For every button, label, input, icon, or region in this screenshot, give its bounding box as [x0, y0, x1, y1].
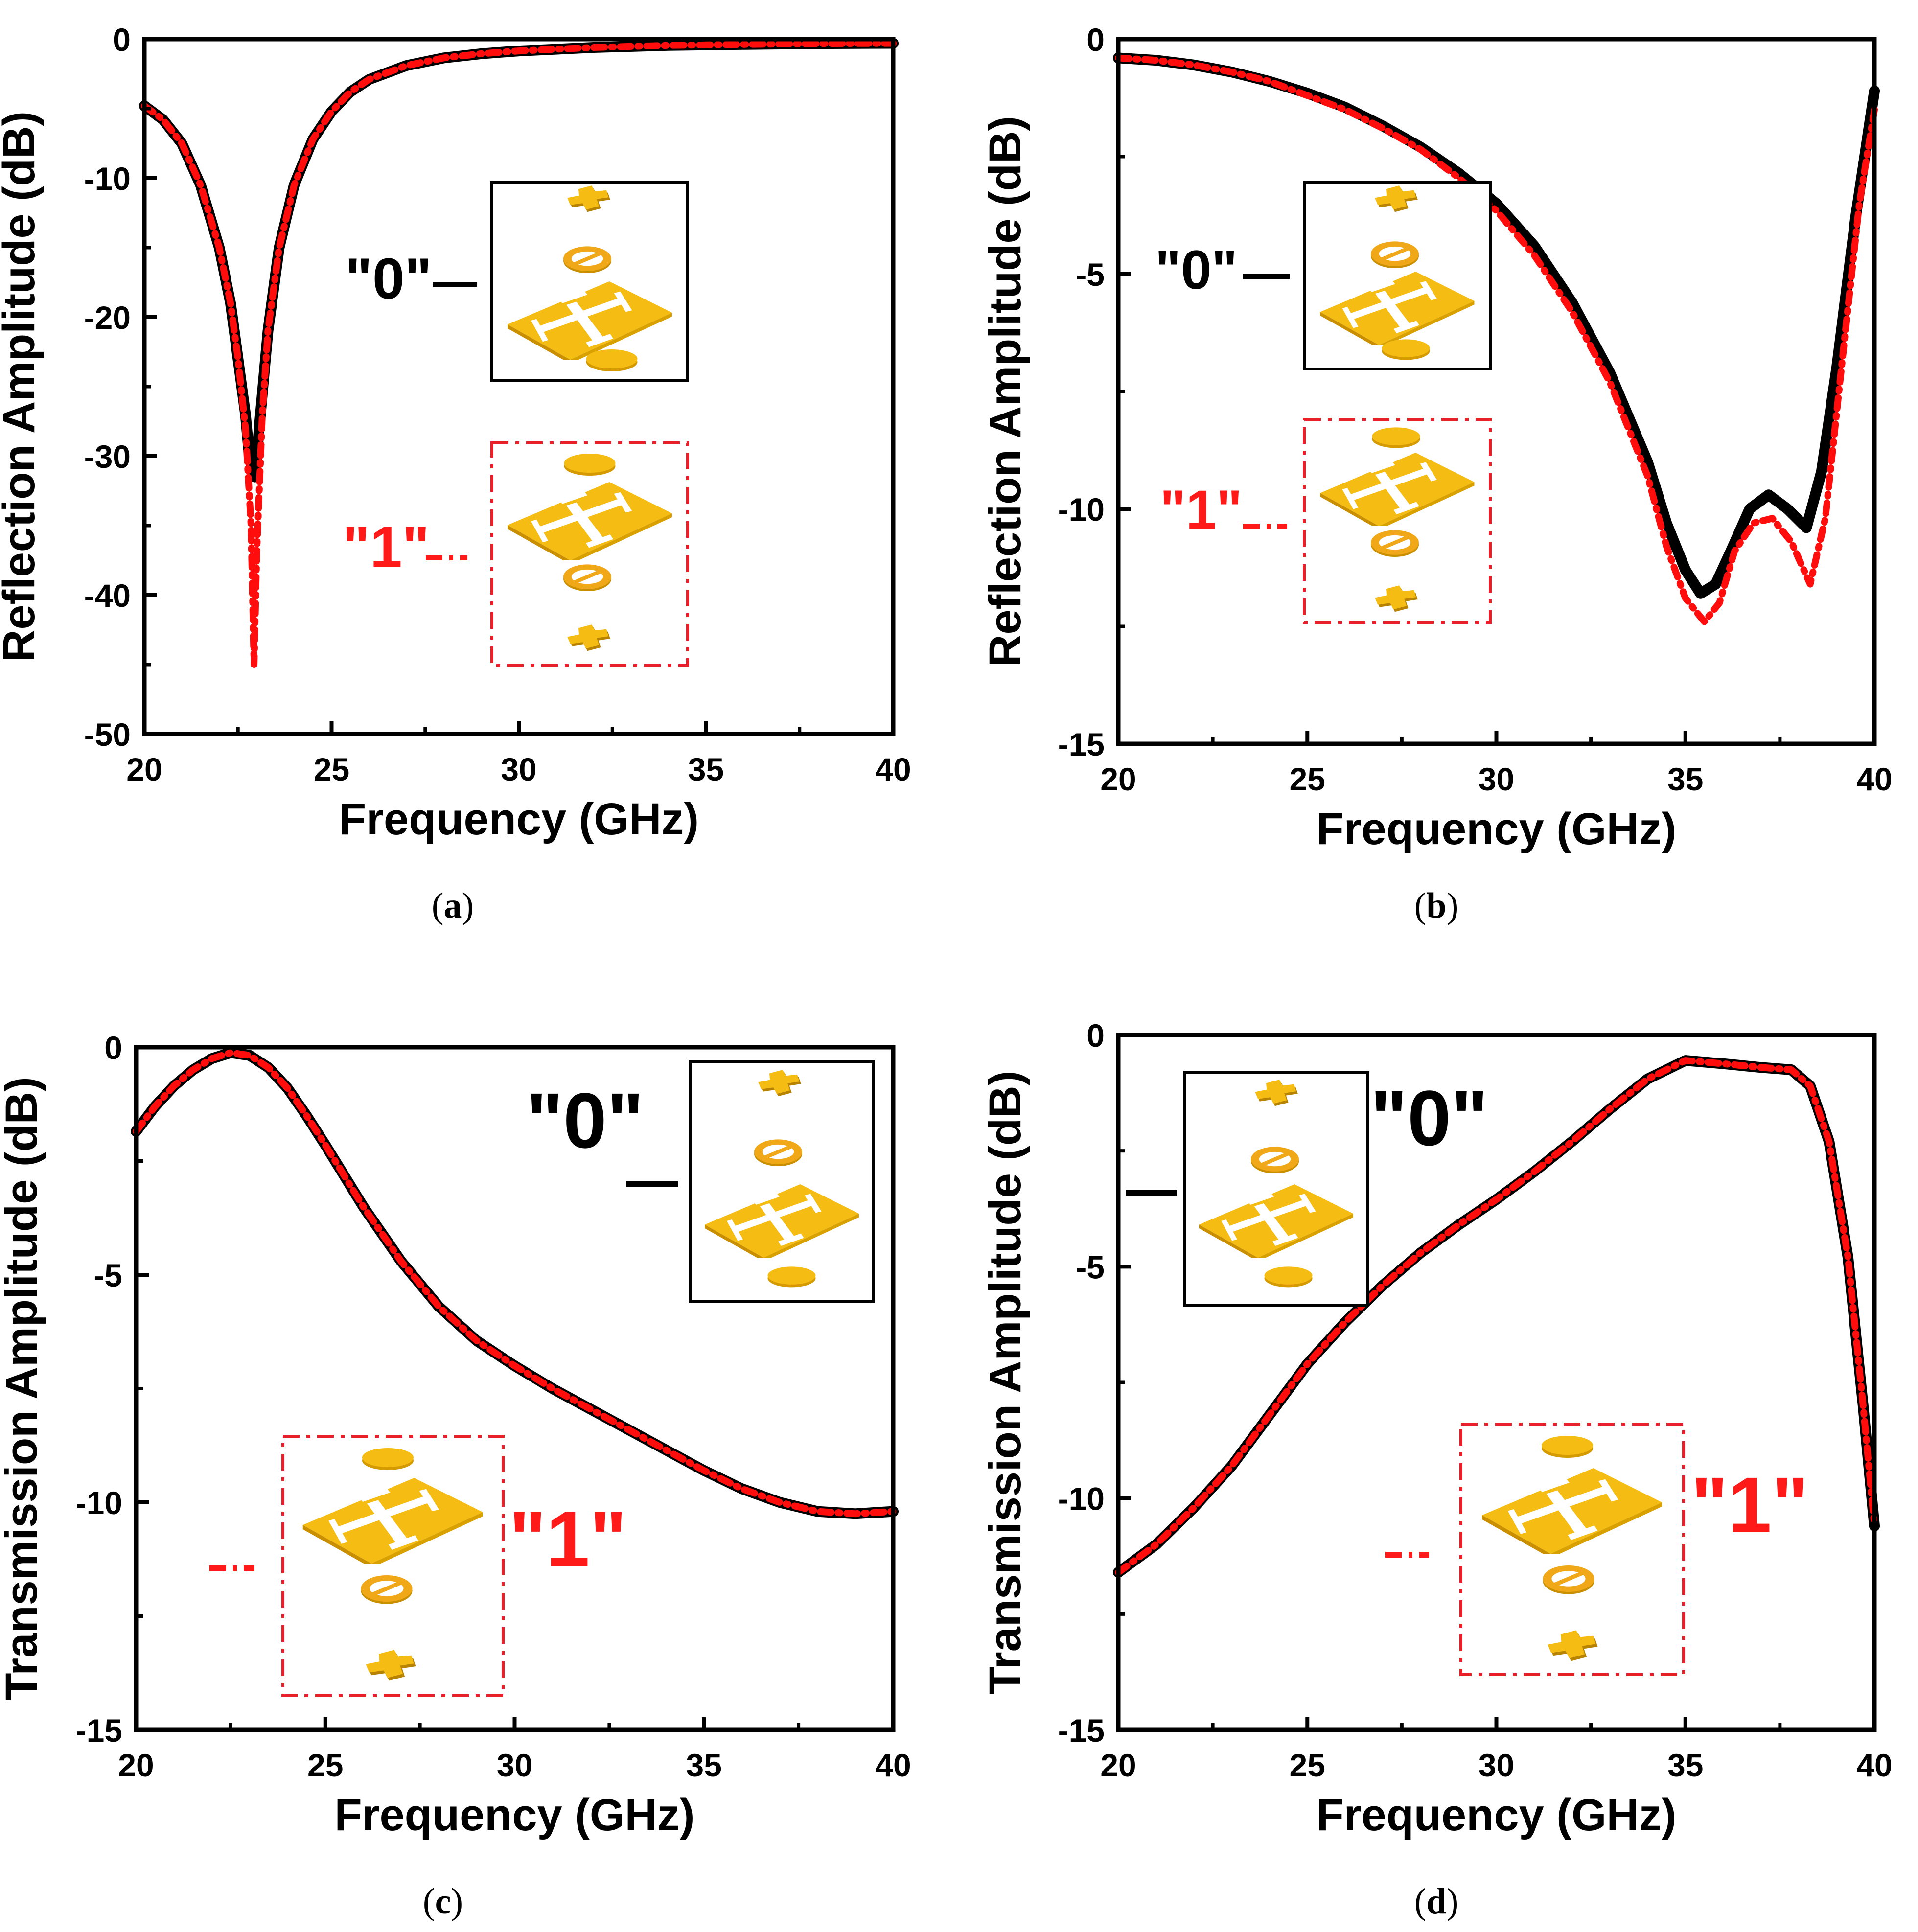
- panel-b-inset-state0: "0": [1155, 181, 1492, 370]
- x-tick-label: 30: [501, 751, 536, 787]
- y-tick-label: 0: [104, 1030, 122, 1066]
- x-tick-label: 20: [126, 751, 162, 787]
- slotted-ring-icon: [1371, 530, 1419, 557]
- series-line-state1: [141, 40, 897, 668]
- slotted-ring-icon: [361, 1575, 413, 1604]
- state1-label: "1": [343, 515, 430, 579]
- x-tick-label: 35: [686, 1747, 722, 1783]
- y-tick-label: -30: [84, 438, 131, 475]
- x-tick-label: 25: [314, 751, 349, 787]
- x-tick-label: 40: [875, 1747, 911, 1783]
- y-tick-label: 0: [1086, 22, 1105, 58]
- panel-c-inset-state0: "0": [526, 1060, 875, 1303]
- y-tick-label: 0: [1086, 1017, 1105, 1054]
- y-axis-label: Transmission Amplitude (dB): [980, 1071, 1030, 1694]
- state1-label: "1": [509, 1495, 627, 1583]
- state1-label: "1": [1691, 1461, 1809, 1548]
- slotted-ring-icon: [563, 246, 611, 273]
- x-tick-label: 30: [497, 1747, 532, 1783]
- x-tick-label: 40: [1856, 761, 1892, 797]
- y-tick-label: -5: [1076, 1249, 1105, 1285]
- disc-icon: [1382, 339, 1430, 360]
- panel-d-transmission-state0-state1: 20 25 30 35 40 0 -5 -10 -15 Frequency (GHz) Transm…: [980, 1017, 1893, 1922]
- x-axis-label: Frequency (GHz): [334, 1790, 694, 1840]
- y-tick-label: -5: [1076, 256, 1105, 293]
- x-tick-label: 30: [1479, 1747, 1514, 1783]
- x-tick-label: 20: [1100, 761, 1136, 797]
- panel-c-transmission-state0-state1: 20 25 30 35 40 0 -5 -10 -15 Frequency (GHz) Transm…: [0, 1030, 911, 1922]
- x-tick-label: 35: [1667, 1747, 1703, 1783]
- x-axis-label: Frequency (GHz): [1316, 1790, 1676, 1840]
- panel-caption: (d): [1414, 1882, 1458, 1922]
- x-axis-label: Frequency (GHz): [1316, 804, 1676, 854]
- panel-d-inset-state1: "1": [1385, 1423, 1809, 1676]
- plot-frame: [1116, 37, 1877, 746]
- slotted-ring-icon: [1543, 1565, 1594, 1594]
- x-tick-label: 40: [875, 751, 911, 787]
- y-axis-label: Reflection Amplitude (dB): [980, 116, 1030, 667]
- disc-icon: [1542, 1436, 1593, 1458]
- panel-a-reflection-state0-state1: 20 25 30 35 40 0 -10 -20 -30 -40 -50 Frequency (GHz…: [0, 22, 911, 926]
- x-tick-label: 20: [118, 1747, 154, 1783]
- disc-icon: [362, 1448, 414, 1470]
- y-axis-label: Transmission Amplitude (dB): [0, 1077, 46, 1700]
- y-tick-label: -40: [84, 577, 131, 614]
- state0-label: "0": [1370, 1074, 1488, 1162]
- disc-icon: [767, 1266, 816, 1288]
- y-tick-label: -10: [76, 1485, 122, 1521]
- disc-icon: [564, 454, 616, 476]
- series-line-state1: [1115, 54, 1878, 625]
- y-tick-label: -50: [84, 716, 131, 753]
- slotted-ring-icon: [754, 1139, 802, 1166]
- panel-a-inset-state0: "0": [345, 181, 689, 382]
- y-tick-label: -15: [1058, 726, 1105, 762]
- panel-a-inset-state1: "1": [343, 441, 689, 667]
- x-tick-label: 20: [1100, 1747, 1136, 1783]
- state0-label: "0": [526, 1077, 644, 1164]
- y-tick-label: -5: [93, 1257, 122, 1293]
- slotted-ring-icon: [1371, 241, 1419, 268]
- x-tick-label: 25: [307, 1747, 343, 1783]
- state1-label: "1": [1160, 479, 1243, 540]
- disc-icon: [1264, 1266, 1313, 1288]
- y-tick-label: -10: [1058, 1481, 1105, 1517]
- y-tick-label: -10: [84, 161, 131, 197]
- y-tick-label: 0: [113, 22, 131, 58]
- state0-label: "0": [345, 247, 432, 311]
- slotted-ring-icon: [1251, 1147, 1299, 1173]
- panel-c-inset-state1: "1": [209, 1435, 627, 1697]
- y-tick-label: -15: [1058, 1712, 1105, 1748]
- panel-b-inset-state1: "1": [1160, 418, 1492, 624]
- panel-caption: (b): [1414, 886, 1458, 926]
- disc-icon: [1372, 427, 1420, 448]
- y-tick-label: -10: [1058, 491, 1105, 528]
- x-tick-label: 25: [1290, 1747, 1325, 1783]
- inset-frame: [1183, 1071, 1369, 1307]
- y-tick-label: -20: [84, 299, 131, 336]
- x-tick-label: 25: [1290, 761, 1325, 797]
- y-tick-label: -15: [76, 1712, 122, 1748]
- x-tick-label: 35: [688, 751, 724, 787]
- series-line-state1: [1115, 1057, 1878, 1576]
- y-axis-label: Reflection Amplitude (dB): [0, 111, 44, 662]
- panel-d-inset-state0: "0": [1126, 1071, 1488, 1307]
- x-tick-label: 30: [1479, 761, 1514, 797]
- x-tick-label: 40: [1856, 1747, 1892, 1783]
- state0-label: "0": [1155, 239, 1238, 300]
- series-line-state1: [133, 1049, 897, 1518]
- disc-icon: [586, 349, 638, 371]
- slotted-ring-icon: [563, 564, 611, 591]
- x-tick-label: 35: [1667, 761, 1703, 797]
- panel-b-reflection-state0-state1: 20 25 30 35 40 0 -5 -10 -15 Frequency (GHz) Reflec…: [980, 22, 1893, 926]
- panel-caption: (c): [423, 1882, 463, 1922]
- inset-frame: [689, 1060, 875, 1303]
- panel-caption: (a): [432, 886, 474, 926]
- x-axis-label: Frequency (GHz): [339, 794, 699, 844]
